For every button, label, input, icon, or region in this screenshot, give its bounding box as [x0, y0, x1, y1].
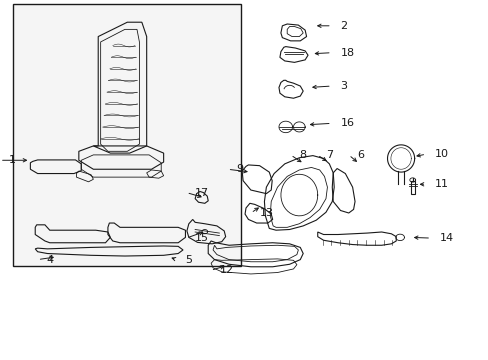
Text: 5: 5	[185, 255, 192, 265]
Text: 9: 9	[236, 164, 243, 174]
Text: 3: 3	[340, 81, 347, 91]
Text: 12: 12	[219, 265, 233, 275]
Text: 17: 17	[195, 188, 209, 198]
Text: 1: 1	[9, 155, 16, 165]
Text: 4: 4	[46, 255, 53, 265]
FancyBboxPatch shape	[13, 4, 241, 266]
Text: 10: 10	[434, 149, 448, 159]
Text: 16: 16	[340, 118, 354, 128]
Text: 7: 7	[325, 150, 332, 160]
Text: 2: 2	[340, 21, 347, 31]
Text: 18: 18	[340, 48, 354, 58]
Text: 15: 15	[195, 233, 209, 243]
Text: 13: 13	[259, 208, 273, 218]
Text: 6: 6	[357, 150, 364, 160]
Text: 14: 14	[439, 233, 453, 243]
Text: 11: 11	[434, 179, 448, 189]
Text: 8: 8	[299, 150, 306, 160]
